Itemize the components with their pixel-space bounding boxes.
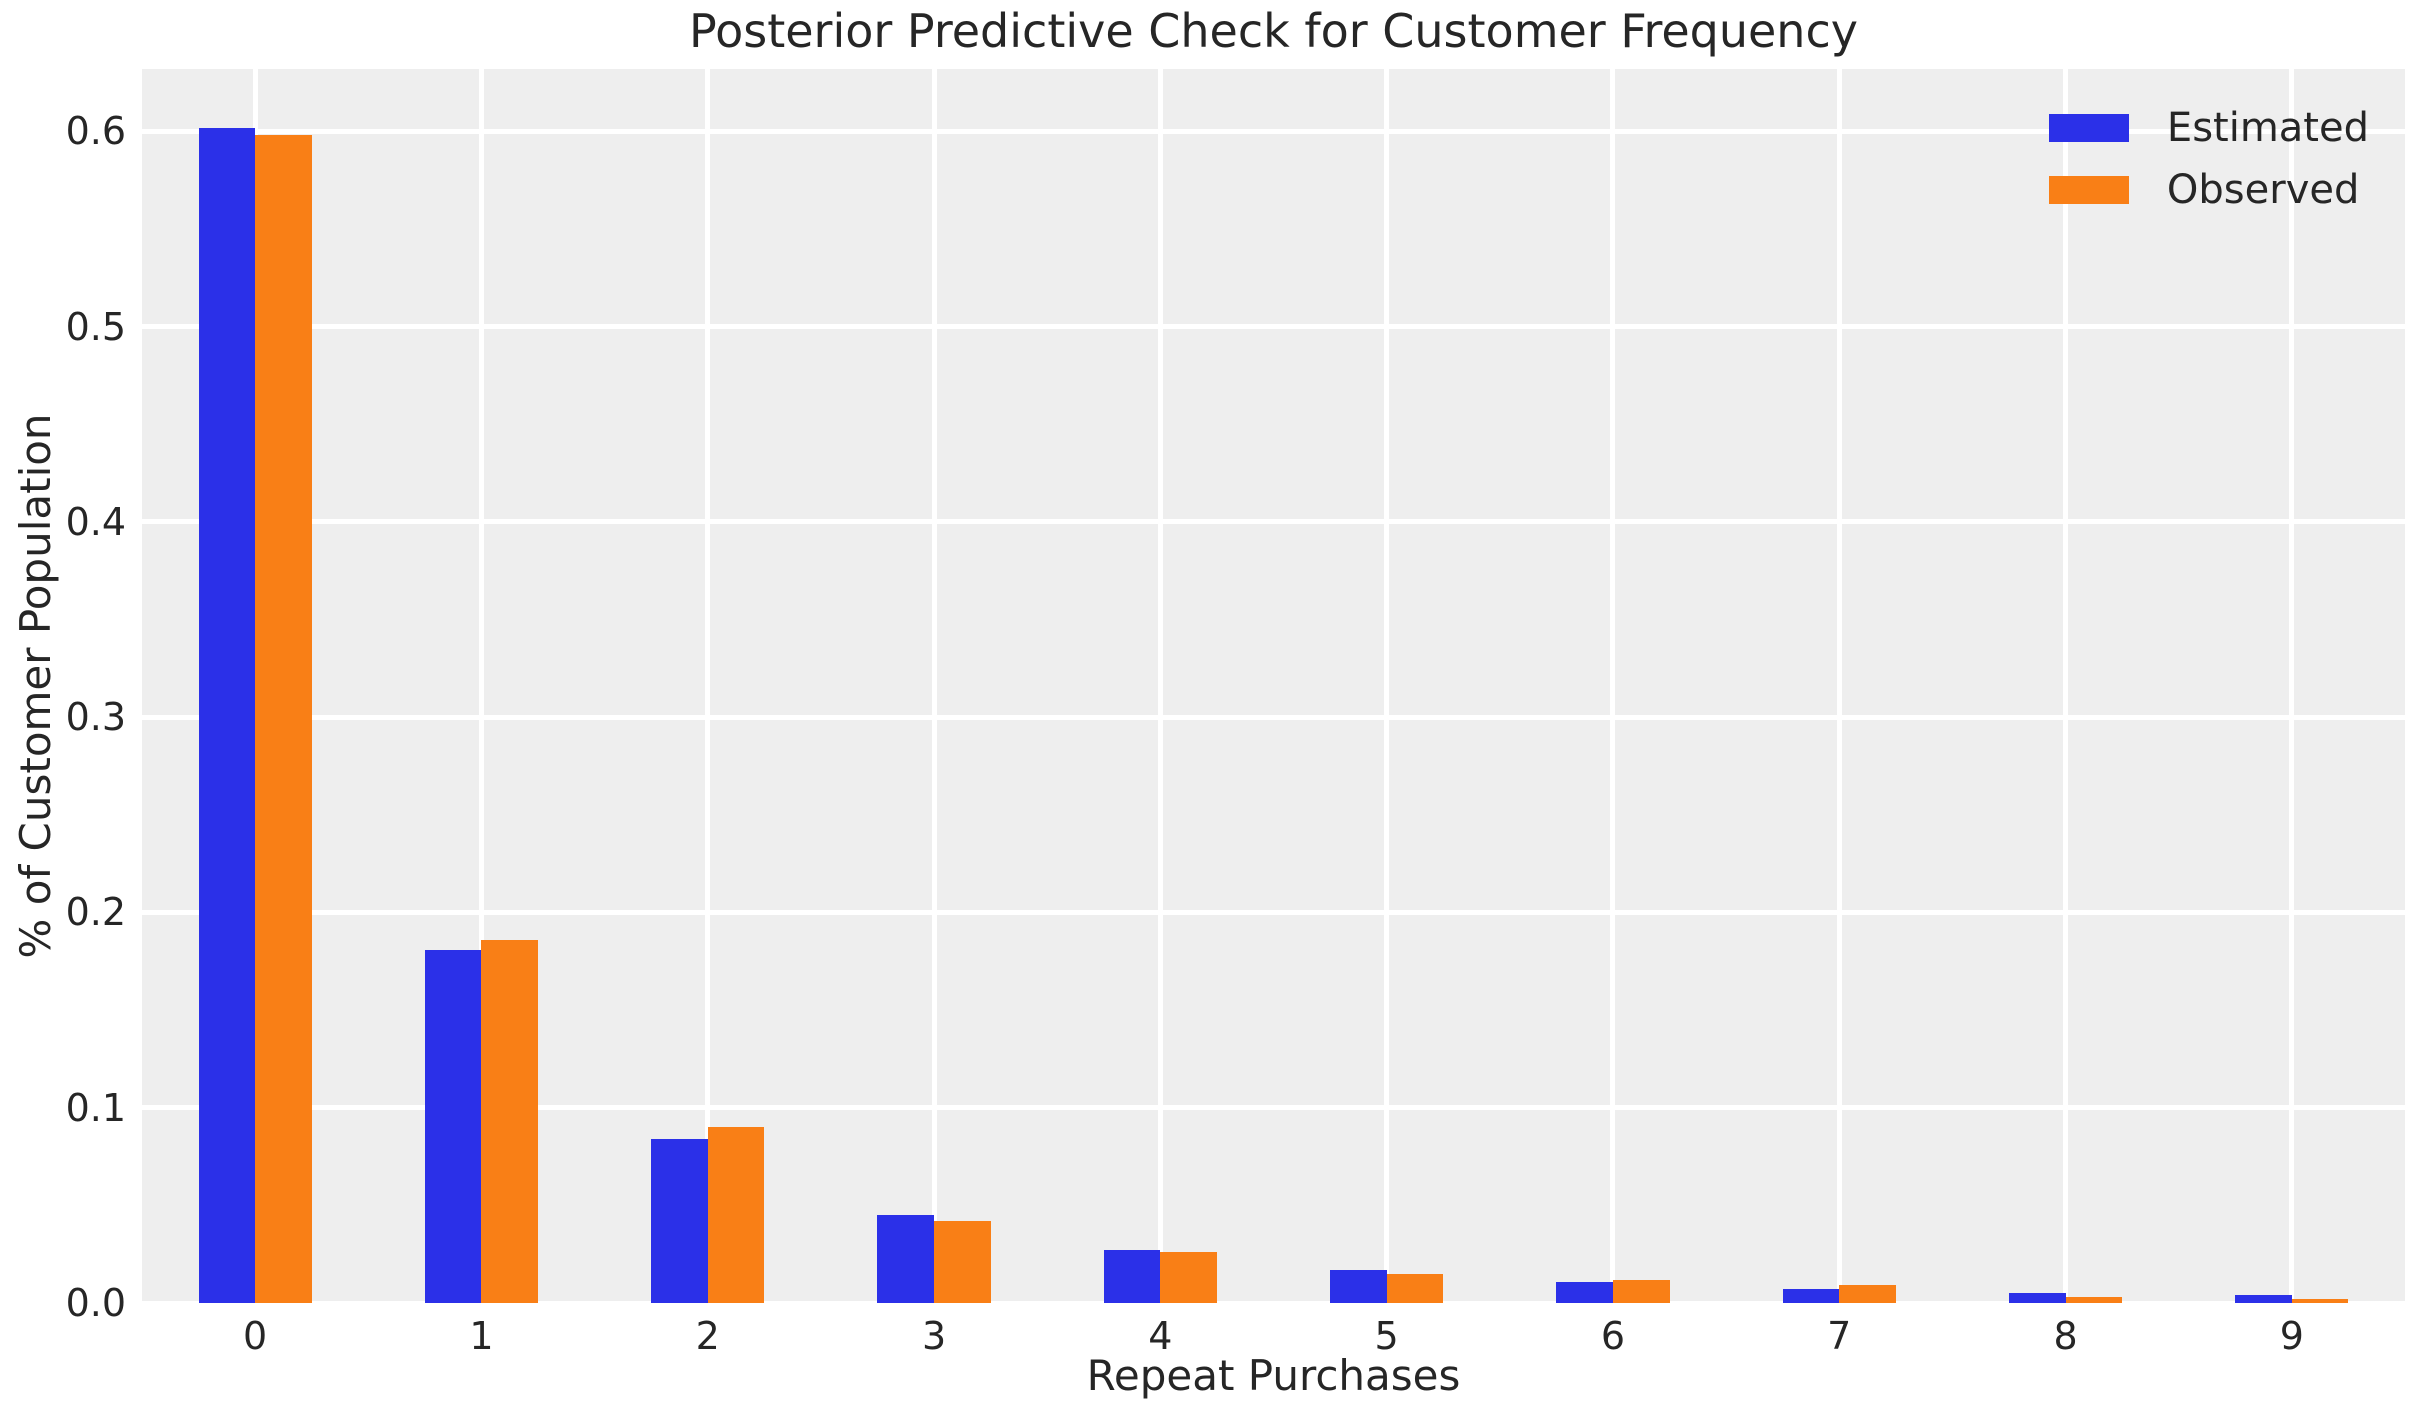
x-tick-label: 6 bbox=[1600, 1314, 1626, 1358]
bar-estimated-2 bbox=[651, 1139, 708, 1303]
bar-observed-7 bbox=[1839, 1285, 1896, 1303]
gridline-horizontal bbox=[142, 128, 2405, 134]
gridline-vertical bbox=[2063, 69, 2069, 1303]
bar-observed-5 bbox=[1386, 1273, 1444, 1303]
bar-observed-8 bbox=[2065, 1297, 2123, 1303]
y-tick-label: 0.0 bbox=[65, 1281, 126, 1325]
y-tick-label: 0.4 bbox=[65, 499, 126, 544]
bar-estimated-8 bbox=[2008, 1293, 2066, 1303]
bar-observed-9 bbox=[2291, 1299, 2349, 1303]
plot-area: Estimated Observed bbox=[142, 69, 2405, 1303]
gridline-vertical bbox=[1384, 69, 1390, 1303]
legend: Estimated Observed bbox=[2048, 104, 2369, 228]
gridline-horizontal bbox=[142, 519, 2405, 525]
x-tick-label: 2 bbox=[695, 1314, 720, 1358]
gridline-horizontal bbox=[142, 714, 2405, 720]
legend-swatch-estimated bbox=[2048, 114, 2129, 142]
x-tick-label: 1 bbox=[469, 1314, 494, 1358]
bar-estimated-6 bbox=[1556, 1281, 1613, 1303]
gridline-horizontal bbox=[142, 1105, 2405, 1111]
legend-label: Estimated bbox=[2166, 105, 2369, 151]
bar-observed-0 bbox=[255, 135, 312, 1303]
gridline-horizontal bbox=[142, 909, 2405, 915]
gridline-vertical bbox=[1610, 69, 1616, 1303]
gridline-vertical bbox=[1157, 69, 1163, 1303]
legend-swatch-observed bbox=[2048, 176, 2129, 204]
gridline-vertical bbox=[478, 69, 484, 1303]
chart-title: Posterior Predictive Check for Customer … bbox=[689, 4, 1858, 58]
x-tick-label: 8 bbox=[2053, 1314, 2078, 1358]
x-tick-label: 3 bbox=[921, 1314, 947, 1358]
legend-item-estimated: Estimated bbox=[2048, 104, 2369, 152]
x-axis-label: Repeat Purchases bbox=[1086, 1351, 1461, 1400]
gridline-vertical bbox=[2289, 69, 2295, 1303]
bar-estimated-4 bbox=[1103, 1250, 1161, 1303]
bar-observed-6 bbox=[1612, 1279, 1670, 1303]
y-tick-label: 0.6 bbox=[65, 109, 126, 154]
bar-estimated-5 bbox=[1330, 1269, 1387, 1303]
x-tick-label: 0 bbox=[243, 1314, 268, 1358]
bar-estimated-9 bbox=[2235, 1295, 2292, 1303]
x-tick-label: 9 bbox=[2279, 1314, 2304, 1358]
gridline-vertical bbox=[705, 69, 711, 1303]
x-tick-label: 4 bbox=[1148, 1314, 1173, 1358]
y-tick-label: 0.1 bbox=[65, 1085, 126, 1130]
x-tick-label: 5 bbox=[1374, 1314, 1399, 1358]
y-tick-label: 0.5 bbox=[65, 304, 126, 349]
bar-estimated-7 bbox=[1782, 1289, 1840, 1303]
bar-observed-4 bbox=[1160, 1252, 1217, 1303]
y-tick-label: 0.2 bbox=[65, 890, 126, 935]
bar-estimated-0 bbox=[198, 127, 256, 1303]
bar-estimated-3 bbox=[877, 1215, 935, 1303]
gridline-vertical bbox=[1836, 69, 1842, 1303]
y-axis-label: % of Customer Population bbox=[11, 413, 60, 959]
legend-label: Observed bbox=[2166, 167, 2360, 213]
bar-observed-1 bbox=[481, 939, 538, 1303]
legend-item-observed: Observed bbox=[2048, 166, 2369, 214]
bar-observed-2 bbox=[707, 1127, 765, 1303]
bar-observed-3 bbox=[934, 1221, 991, 1303]
bar-estimated-1 bbox=[424, 949, 482, 1303]
x-tick-label: 7 bbox=[1827, 1314, 1852, 1358]
y-tick-label: 0.3 bbox=[65, 695, 126, 740]
gridline-horizontal bbox=[142, 1300, 2405, 1303]
gridline-vertical bbox=[931, 69, 937, 1303]
gridline-horizontal bbox=[142, 324, 2405, 330]
